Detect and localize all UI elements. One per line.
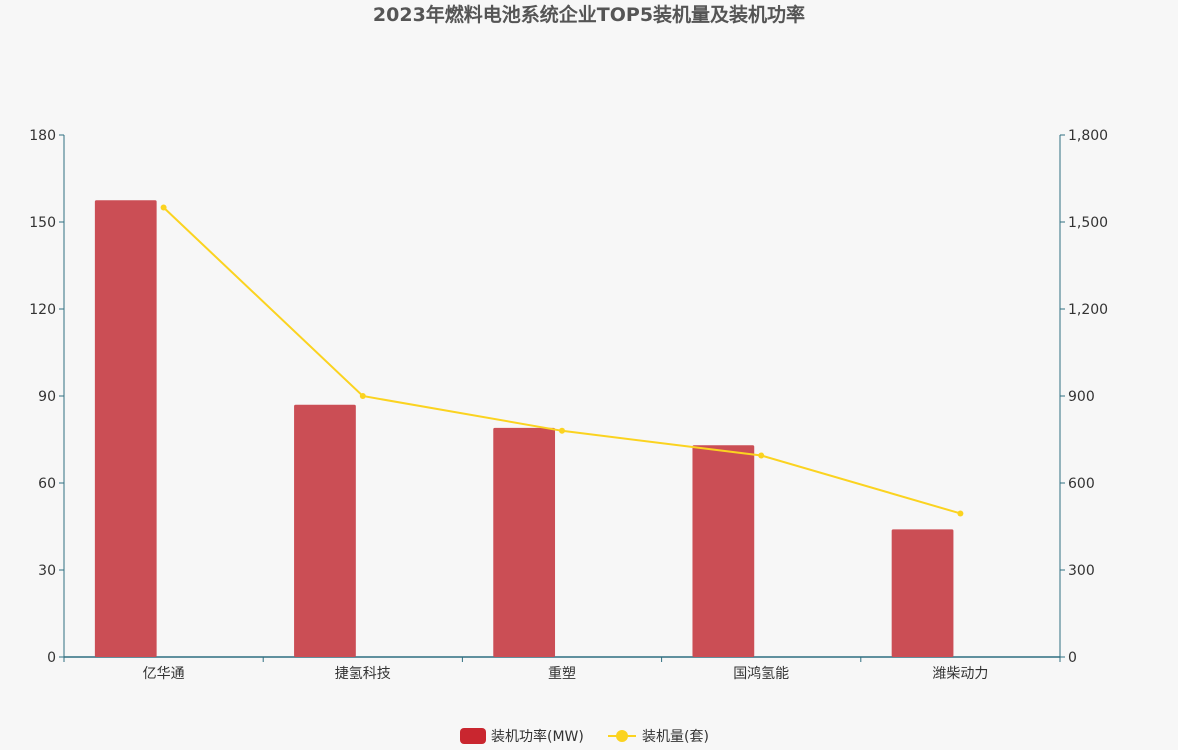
y-left-tick-label: 60 xyxy=(38,476,56,492)
line-point xyxy=(359,393,366,399)
y-right-tick-label: 0 xyxy=(1068,650,1077,666)
y-right-tick-label: 600 xyxy=(1068,476,1095,492)
x-tick-label: 国鸿氢能 xyxy=(733,665,789,682)
y-left-tick-label: 30 xyxy=(38,563,56,579)
x-tick-label: 亿华通 xyxy=(143,666,185,682)
legend-swatch-bar xyxy=(460,728,486,744)
line-point xyxy=(957,510,964,517)
bar xyxy=(692,445,755,657)
y-right-tick-label: 1,500 xyxy=(1068,215,1108,231)
line-series-path xyxy=(162,206,961,515)
line-series xyxy=(160,204,964,517)
y-left-tick-label: 120 xyxy=(29,302,56,318)
legend-label-line: 装机量(套) xyxy=(642,729,709,745)
line-point xyxy=(559,427,565,434)
axes: 0 30 60 90 120 150 180 0 300 600 900 1,200 1,500 1,80… xyxy=(29,128,1108,682)
bar-series xyxy=(94,200,954,657)
line-point xyxy=(160,204,167,211)
x-tick-label: 潍柴动力 xyxy=(932,666,988,682)
legend: 装机功率(MW) 装机量(套) xyxy=(460,728,709,745)
legend-swatch-marker xyxy=(616,730,628,742)
bar xyxy=(94,200,157,657)
legend-label-bar: 装机功率(MW) xyxy=(491,728,584,745)
chart-title: 2023年燃料电池系统企业TOP5装机量及装机功率 xyxy=(373,3,805,26)
bar xyxy=(294,404,356,657)
y-left-tick-label: 150 xyxy=(29,215,56,231)
bar xyxy=(891,529,954,657)
y-right-tick-label: 900 xyxy=(1068,389,1095,405)
x-tick-label: 重塑 xyxy=(548,666,576,682)
y-right-tick-label: 1,800 xyxy=(1068,128,1108,144)
y-left-tick-label: 90 xyxy=(38,389,56,405)
line-point xyxy=(758,452,765,459)
y-left-tick-label: 0 xyxy=(47,650,56,666)
bar xyxy=(493,427,556,657)
y-right-tick-label: 300 xyxy=(1068,563,1095,579)
y-right-tick-label: 1,200 xyxy=(1068,302,1108,318)
x-tick-label: 捷氢科技 xyxy=(335,666,391,682)
y-left-tick-label: 180 xyxy=(29,128,56,144)
